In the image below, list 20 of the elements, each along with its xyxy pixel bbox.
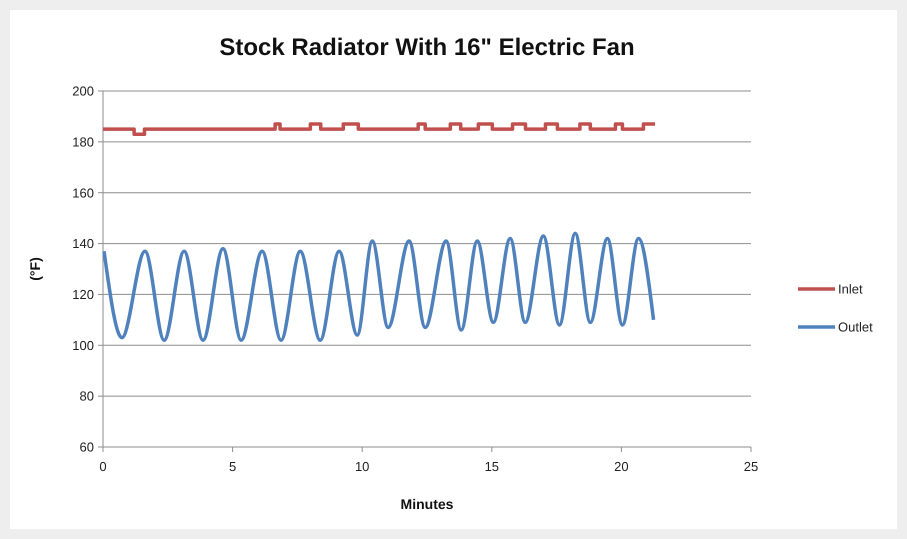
y-tick-label: 160 xyxy=(72,185,94,200)
x-tick-label: 0 xyxy=(99,459,107,474)
y-tick-label: 100 xyxy=(72,338,94,353)
y-tick-label: 140 xyxy=(72,236,94,252)
y-tick-label: 60 xyxy=(80,440,94,455)
y-tick-label: 200 xyxy=(72,84,94,99)
x-tick-label: 5 xyxy=(228,459,236,474)
legend-label: Inlet xyxy=(838,282,863,297)
x-axis-title: Minutes xyxy=(400,496,454,512)
y-tick-label: 180 xyxy=(72,134,94,150)
y-tick-label: 120 xyxy=(72,286,94,302)
x-tick-label: 10 xyxy=(354,459,370,474)
x-tick-label: 15 xyxy=(484,459,500,474)
x-tick-label: 20 xyxy=(614,459,629,474)
chart-title: Stock Radiator With 16" Electric Fan xyxy=(219,34,635,61)
legend-label: Outlet xyxy=(838,320,874,335)
y-tick-label: 80 xyxy=(80,388,94,404)
line-series xyxy=(102,232,656,342)
y-axis-title: (°F) xyxy=(27,257,43,281)
x-tick-label: 25 xyxy=(744,459,758,474)
